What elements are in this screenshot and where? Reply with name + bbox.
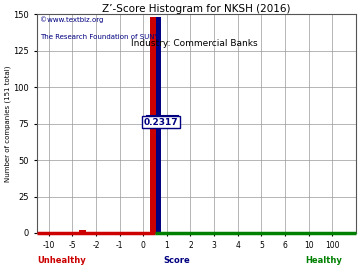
Text: Industry: Commercial Banks: Industry: Commercial Banks: [131, 39, 258, 48]
Text: The Research Foundation of SUNY: The Research Foundation of SUNY: [40, 34, 159, 40]
Title: Z’-Score Histogram for NKSH (2016): Z’-Score Histogram for NKSH (2016): [102, 4, 291, 14]
Bar: [79, 230, 86, 233]
Text: Unhealthy: Unhealthy: [37, 256, 86, 265]
Text: 0.2317: 0.2317: [144, 118, 178, 127]
Y-axis label: Number of companies (151 total): Number of companies (151 total): [4, 65, 11, 182]
Bar: [150, 17, 158, 233]
Text: Healthy: Healthy: [306, 256, 342, 265]
Bar: [156, 17, 162, 233]
Text: Score: Score: [163, 256, 190, 265]
Text: ©www.textbiz.org: ©www.textbiz.org: [40, 16, 103, 23]
